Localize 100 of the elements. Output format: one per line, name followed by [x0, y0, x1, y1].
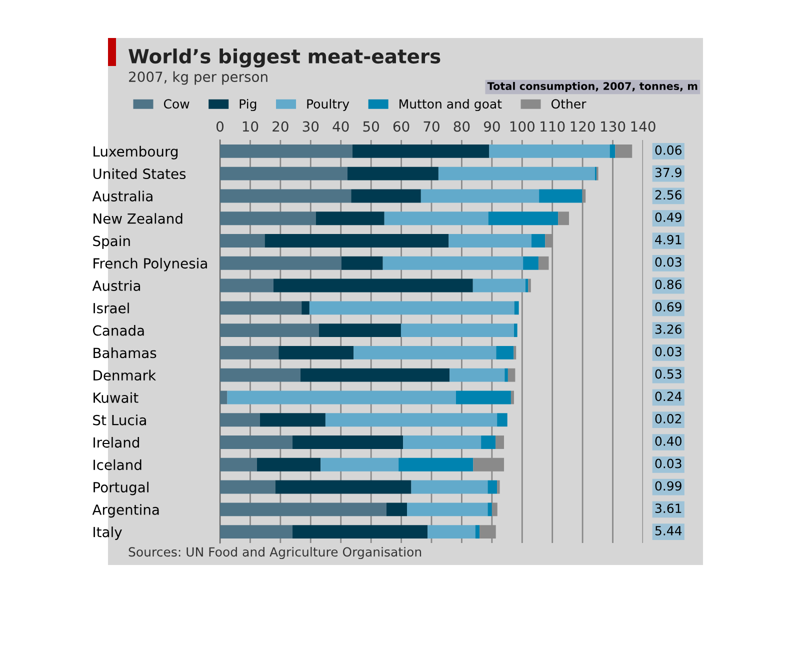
bar: [220, 301, 302, 315]
x-tick-label: 30: [302, 121, 319, 132]
text: 0.03: [655, 257, 682, 267]
bar: [318, 324, 401, 338]
bar: [220, 144, 352, 158]
bar: [488, 212, 558, 226]
bar: [316, 212, 384, 226]
text: 0.86: [655, 280, 682, 290]
legend-label: Mutton and goat: [400, 98, 502, 112]
bar: [514, 301, 519, 315]
bar: [300, 368, 450, 382]
bar: [220, 256, 342, 270]
bar: [448, 234, 532, 248]
bar: [220, 413, 260, 427]
x-tick-label: 120: [570, 121, 595, 132]
bar: [260, 413, 326, 427]
bar: [302, 301, 310, 315]
x-tick-label: 140: [631, 121, 656, 132]
text: 37.9: [655, 168, 682, 178]
bar: [488, 480, 498, 494]
bar: [220, 390, 228, 404]
legend-label: Other: [551, 98, 586, 109]
text: 0.24: [655, 392, 682, 402]
bar: [354, 346, 496, 360]
bar: [497, 413, 508, 427]
bar: [504, 368, 508, 382]
text: 0.02: [655, 414, 682, 424]
text: 0.69: [655, 302, 682, 312]
bar: [489, 144, 610, 158]
bar: [309, 301, 514, 315]
bar: [352, 144, 490, 158]
bar: [220, 502, 386, 516]
bar: [220, 458, 257, 472]
bar: [472, 278, 526, 292]
bar: [292, 436, 404, 449]
x-tick-label: 80: [454, 121, 470, 132]
y-tick-label: Australia: [92, 190, 152, 202]
bar: [278, 346, 354, 360]
bar: [220, 480, 276, 494]
text: 5.44: [655, 526, 682, 536]
bar: [475, 525, 480, 539]
y-tick-label: United States: [93, 168, 186, 180]
x-tick-label: 0: [216, 121, 224, 132]
bar: [428, 525, 476, 539]
bar: [227, 390, 456, 404]
bar: [411, 480, 488, 494]
bar: [220, 368, 300, 382]
x-tick-label: 100: [510, 121, 534, 132]
x-tick-label: 130: [601, 121, 626, 132]
bar: [220, 189, 352, 203]
legend-label: Cow: [164, 99, 190, 109]
y-tick-label: Bahamas: [94, 347, 156, 358]
x-tick-label: 40: [332, 121, 349, 132]
bar: [403, 436, 482, 449]
x-tick-label: 90: [484, 121, 500, 132]
text: 0.03: [655, 346, 682, 356]
y-tick-label: Canada: [93, 325, 144, 336]
text: Total consumption, 2007, tonnes, m: [487, 82, 698, 92]
bar: [220, 324, 319, 338]
bar: [420, 189, 540, 203]
bar: [488, 502, 492, 516]
bar: [508, 368, 516, 382]
text: 3.61: [655, 504, 682, 514]
text: 0.99: [655, 481, 682, 491]
text: 3.26: [655, 324, 682, 334]
x-tick-label: 50: [363, 121, 379, 132]
bar: [220, 436, 293, 449]
bar: [496, 346, 514, 360]
text: 2.56: [655, 190, 682, 200]
text: 0.06: [655, 145, 682, 155]
bar: [341, 256, 383, 270]
x-tick-label: 70: [424, 121, 440, 132]
y-tick-label: Ireland: [94, 436, 139, 448]
bar: [220, 212, 316, 226]
text: 0.53: [655, 369, 682, 379]
bar: [407, 502, 488, 516]
bar: [320, 458, 399, 472]
bar: [497, 480, 500, 494]
y-tick-label: Iceland: [94, 459, 142, 470]
y-tick-label: Argentina: [92, 504, 159, 518]
bar: [532, 234, 546, 248]
bar: [256, 458, 321, 472]
y-tick-label: Italy: [94, 526, 122, 540]
bar: [273, 278, 473, 292]
bar: [610, 144, 616, 158]
bar: [514, 346, 516, 360]
y-tick-label: New Zealand: [94, 213, 182, 224]
x-tick-label: 10: [242, 121, 258, 132]
text: 0.40: [655, 436, 682, 446]
bar: [456, 390, 511, 404]
bar: [348, 166, 438, 180]
x-tick-label: 110: [540, 121, 565, 132]
bar: [558, 212, 569, 226]
bar: [220, 346, 279, 360]
bar: [384, 212, 488, 226]
legend-label: Poultry: [307, 98, 350, 112]
bar: [382, 256, 524, 270]
y-tick-label: Austria: [92, 280, 140, 291]
bar: [528, 278, 531, 292]
bar: [220, 166, 348, 180]
